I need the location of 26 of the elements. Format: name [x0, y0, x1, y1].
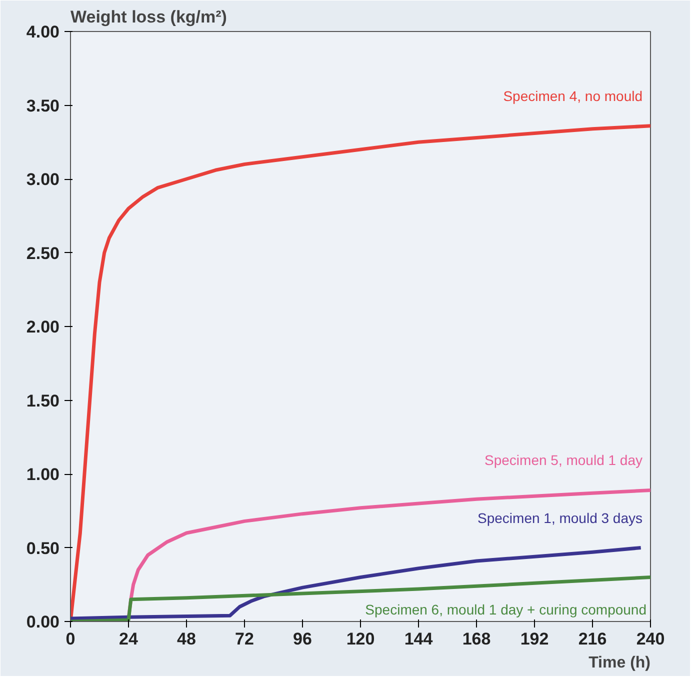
- series-label: Specimen 1, mould 3 days: [478, 510, 643, 526]
- y-tick-label: 2.50: [26, 244, 60, 263]
- x-axis-title: Time (h): [588, 654, 651, 672]
- x-tick-label: 24: [119, 630, 138, 648]
- x-tick-label: 72: [235, 630, 254, 648]
- y-tick-label: 4.00: [26, 22, 60, 42]
- x-tick-label: 168: [462, 630, 491, 648]
- series-label: Specimen 5, mould 1 day: [484, 452, 643, 468]
- x-tick-label: 96: [293, 630, 312, 648]
- y-tick-label: 3.00: [26, 170, 60, 189]
- x-tick-label: 144: [404, 630, 434, 648]
- series-label: Specimen 6, mould 1 day + curing compound: [365, 602, 647, 618]
- x-tick-label: 0: [66, 630, 76, 648]
- x-tick-label: 192: [520, 630, 549, 648]
- y-tick-label: 1.00: [26, 465, 60, 484]
- y-tick-label: 3.50: [26, 96, 60, 116]
- y-tick-label: 0.00: [26, 612, 60, 632]
- y-tick-label: 2.00: [26, 318, 60, 336]
- x-tick-label: 240: [636, 630, 665, 648]
- y-tick-label: 0.50: [26, 538, 60, 558]
- series-label: Specimen 4, no mould: [503, 88, 643, 104]
- x-tick-label: 216: [578, 630, 607, 648]
- y-axis-title: Weight loss (kg/m²): [70, 8, 227, 26]
- x-tick-label: 120: [346, 630, 375, 648]
- y-tick-label: 1.50: [26, 391, 60, 410]
- x-tick-label: 48: [177, 630, 196, 648]
